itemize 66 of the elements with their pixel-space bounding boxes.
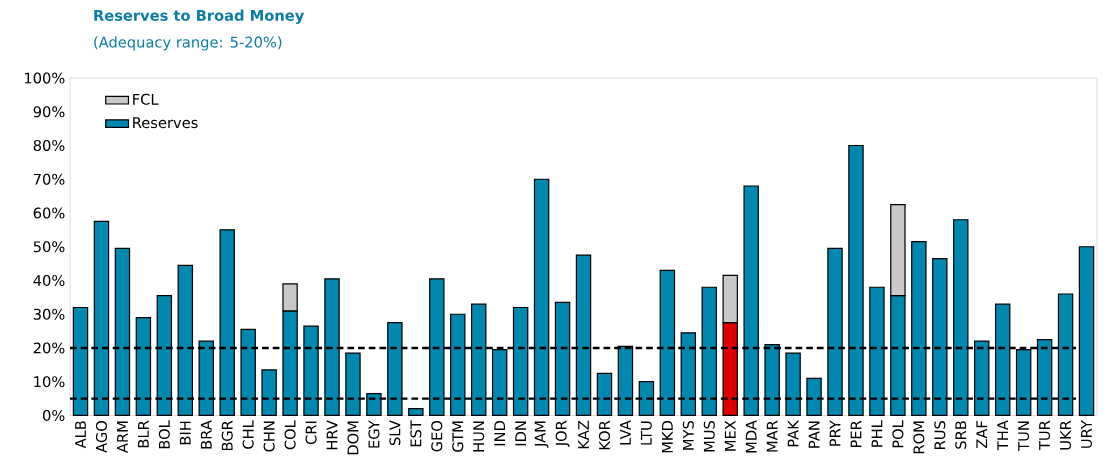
y-tick-label: 80% [33,140,65,152]
y-tick-label: 50% [33,241,65,253]
x-tick-label: CRI [305,421,317,445]
x-tick-label: IND [494,421,506,446]
y-tick-label: 10% [34,376,65,388]
x-tick-label: EGY [368,420,380,448]
x-tick-label: PRY [829,420,841,446]
x-tick-label: SLV [389,420,401,446]
x-tick-label: CHL [242,420,254,449]
bar [408,408,424,417]
x-tick-label: HRV [326,420,338,450]
x-tick-label: BOL [158,420,170,449]
legend-label: FCL [133,93,159,105]
x-tick-label: MAR [766,420,778,452]
x-tick-label: KOR [598,420,611,450]
x-tick-label: PAN [808,421,820,448]
x-tick-label: BGR [221,420,233,451]
bar [1078,246,1095,417]
x-tick-label: MDA [745,420,757,453]
x-tick-label: BIH [179,421,191,445]
x-tick-label: ZAF [976,421,988,449]
x-tick-label: CHN [263,421,275,452]
x-tick-label: BRA [200,420,212,449]
x-tick-label: TUN [1018,421,1030,451]
chart-subtitle: (Adequacy range: 5-20%) [94,36,282,51]
y-tick-label: 60% [33,207,65,219]
legend-label: Reserves [133,117,198,129]
y-tick-label: 70% [33,173,65,185]
x-tick-label: COL [284,420,296,450]
x-tick-label: MYS [682,421,694,450]
y-tick-label: 30% [33,308,65,320]
x-tick-label: MKD [662,421,673,453]
x-tick-label: TUR [1039,420,1051,451]
x-tick-label: RUS [934,421,946,450]
y-tick-label: 100% [24,72,65,84]
x-tick-label: MEX [724,420,736,451]
x-tick-label: PHL [871,420,883,447]
x-tick-label: KAZ [578,420,589,449]
x-tick-label: PER [850,420,862,448]
x-tick-label: MUS [703,421,715,452]
x-tick-label: BLR [138,420,149,448]
x-tick-label: ALB [75,421,86,449]
x-tick-label: LVA [620,420,631,445]
x-tick-label: IDN [515,421,526,446]
x-tick-label: THA [997,420,1009,451]
x-tick-label: JOR [555,420,570,448]
x-tick-label: PAK [787,419,799,447]
y-tick-label: 20% [33,342,65,354]
x-tick-label: LTU [640,421,652,445]
x-tick-label: GTM [452,421,464,452]
x-tick-label: UKR [1060,420,1072,450]
y-tick-label: 0% [43,410,65,422]
x-tick-label: JAM [534,421,549,448]
x-tick-label: POL [892,420,904,448]
x-tick-label: SRB [955,421,967,449]
x-tick-label: DOM [347,421,359,455]
x-tick-label: ROM [913,421,925,454]
y-tick-label: 90% [33,106,65,118]
x-tick-label: URY [1081,420,1092,448]
chart-title: Reserves to Broad Money [94,9,305,24]
x-tick-label: AGO [95,421,108,453]
x-tick-label: GEO [431,421,443,452]
y-tick-label: 40% [33,275,65,287]
x-tick-label: EST [410,420,422,447]
x-tick-label: ARM [117,421,128,454]
x-tick-label: HUN [473,421,485,452]
